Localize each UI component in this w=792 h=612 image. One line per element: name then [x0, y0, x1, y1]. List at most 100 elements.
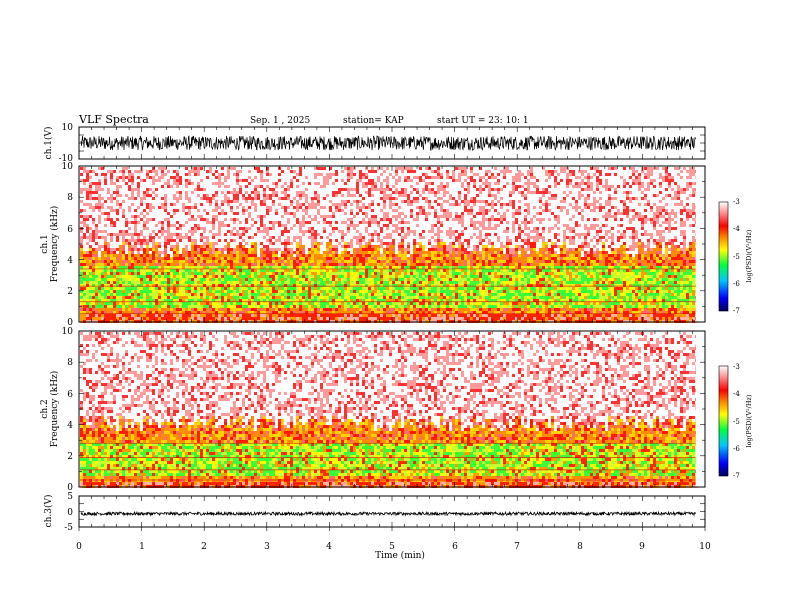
spectrogram-cell: [116, 245, 119, 248]
spectrogram-cell: [176, 203, 179, 206]
spectrogram-cell: [128, 266, 131, 269]
spectrogram-cell: [104, 206, 107, 209]
spectrogram-cell: [155, 305, 158, 308]
spectrogram-cell: [182, 275, 185, 278]
spectrogram-cell: [134, 203, 137, 206]
spectrogram-cell: [158, 167, 161, 170]
spectrogram-cell: [119, 239, 122, 242]
spectrogram-cell: [164, 185, 167, 188]
spectrogram-cell: [152, 293, 155, 296]
spectrogram-cell: [98, 248, 101, 251]
spectrogram-cell: [197, 176, 200, 179]
spectrogram-cell: [140, 212, 143, 215]
spectrogram-cell: [95, 302, 98, 305]
spectrogram-cell: [146, 266, 149, 269]
spectrogram-cell: [89, 269, 92, 272]
spectrogram-cell: [167, 233, 170, 236]
spectrogram-cell: [131, 296, 134, 299]
spectrogram-cell: [143, 284, 146, 287]
spectrogram-cell: [179, 314, 182, 317]
spectrogram-cell: [107, 242, 110, 245]
spectrogram-cell: [137, 290, 140, 293]
spectrogram-cell: [86, 254, 89, 257]
spectrogram-cell: [188, 251, 191, 254]
spectrogram-cell: [101, 236, 104, 239]
spectrogram-cell: [155, 287, 158, 290]
spectrogram-cell: [107, 203, 110, 206]
spectrogram-cell: [101, 269, 104, 272]
spectrogram-cell: [149, 251, 152, 254]
spectrogram-cell: [152, 170, 155, 173]
spectrogram-cell: [152, 248, 155, 251]
spectrogram-cell: [83, 239, 86, 242]
spectrogram-cell: [98, 245, 101, 248]
spectrogram-cell: [158, 296, 161, 299]
spectrogram-cell: [164, 209, 167, 212]
spectrogram-cell: [185, 257, 188, 260]
spectrogram-cell: [83, 218, 86, 221]
spectrogram-cell: [149, 281, 152, 284]
spectrogram-cell: [164, 197, 167, 200]
spectrogram-cell: [110, 176, 113, 179]
spectrogram-cell: [152, 308, 155, 311]
spectrogram-cell: [98, 308, 101, 311]
spectrogram-cell: [146, 290, 149, 293]
ch1-spectrogram-image: [80, 166, 705, 323]
spectrogram-cell: [179, 170, 182, 173]
spectrogram-cell: [173, 278, 176, 281]
spectrogram-cell: [128, 281, 131, 284]
spectrogram-cell: [176, 230, 179, 233]
spectrogram-cell: [107, 284, 110, 287]
spectrogram-cell: [161, 281, 164, 284]
spectrogram-cell: [173, 233, 176, 236]
spectrogram-cell: [197, 200, 200, 203]
spectrogram-cell: [170, 254, 173, 257]
spectrogram-cell: [119, 314, 122, 317]
spectrogram-cell: [182, 266, 185, 269]
spectrogram-cell: [80, 296, 83, 299]
spectrogram-cell: [113, 266, 116, 269]
spectrogram-cell: [104, 215, 107, 218]
spectrogram-cell: [86, 272, 89, 275]
spectrogram-cell: [167, 278, 170, 281]
spectrogram-cell: [110, 245, 113, 248]
spectrogram-cell: [134, 176, 137, 179]
spectrogram-cell: [134, 191, 137, 194]
spectrogram-cell: [179, 293, 182, 296]
spectrogram-cell: [98, 227, 101, 230]
spectrogram-cell: [200, 194, 203, 197]
spectrogram-cell: [116, 287, 119, 290]
spectrogram-cell: [158, 239, 161, 242]
spectrogram-cell: [173, 215, 176, 218]
spectrogram-cell: [185, 212, 188, 215]
spectrogram-cell: [131, 251, 134, 254]
spectrogram-cell: [191, 287, 194, 290]
spectrogram-cell: [128, 182, 131, 185]
spectrogram-cell: [125, 254, 128, 257]
spectrogram-cell: [191, 248, 194, 251]
spectrogram-cell: [143, 179, 146, 182]
spectrogram-cell: [86, 185, 89, 188]
spectrogram-cell: [191, 194, 194, 197]
spectrogram-cell: [113, 167, 116, 170]
spectrogram-cell: [89, 251, 92, 254]
spectrogram-cell: [110, 254, 113, 257]
spectrogram-cell: [164, 194, 167, 197]
spectrogram-cell: [152, 236, 155, 239]
spectrogram-cell: [173, 200, 176, 203]
spectrogram-cell: [110, 239, 113, 242]
spectrogram-cell: [86, 308, 89, 311]
spectrogram-cell: [98, 236, 101, 239]
spectrogram-cell: [191, 284, 194, 287]
spectrogram-cell: [173, 302, 176, 305]
spectrogram-cell: [83, 251, 86, 254]
spectrogram-cell: [89, 308, 92, 311]
spectrogram-cell: [131, 245, 134, 248]
spectrogram-cell: [83, 302, 86, 305]
spectrogram-cell: [86, 236, 89, 239]
spectrogram-cell: [98, 176, 101, 179]
spectrogram-cell: [83, 263, 86, 266]
spectrogram-cell: [128, 293, 131, 296]
spectrogram-cell: [80, 251, 83, 254]
spectrogram-cell: [83, 173, 86, 176]
